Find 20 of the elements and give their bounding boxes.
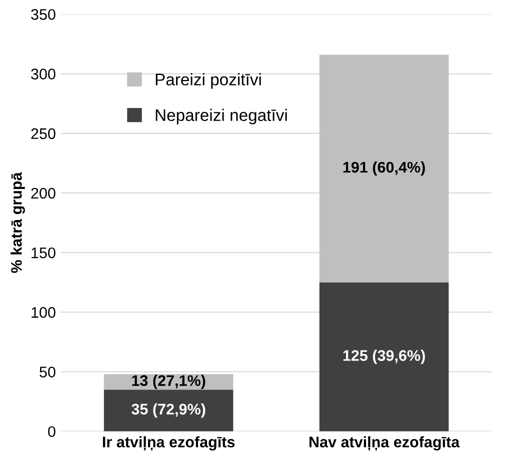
y-tick-label: 150 — [32, 247, 56, 258]
y-tick-label: 200 — [31, 188, 56, 199]
y-tick-label: 100 — [32, 307, 56, 318]
bar — [319, 282, 449, 432]
data-label: 191 (60,4%) — [343, 161, 425, 176]
data-label: 125 (39,6%) — [343, 350, 425, 364]
y-axis-title: % katrā grupā — [10, 172, 25, 273]
legend-label: Nepareizi negatīvi — [156, 108, 287, 124]
y-tick-label: 50 — [40, 366, 56, 378]
bar — [104, 390, 234, 432]
legend-label: Pareizi pozitīvi — [156, 73, 261, 89]
bar — [319, 54, 449, 282]
data-label: 35 (72,9%) — [132, 403, 206, 418]
y-tick-label: 250 — [31, 128, 56, 140]
y-tick-label: 300 — [31, 68, 56, 80]
data-label: 13 (27,1%) — [132, 374, 206, 389]
y-tick-label: 0 — [48, 426, 56, 438]
x-tick-label: Nav atviļņa ezofagīta — [310, 436, 460, 451]
y-tick-label: 350 — [31, 9, 56, 20]
x-tick-label: Ir atviļņa ezofagīts — [102, 436, 235, 451]
